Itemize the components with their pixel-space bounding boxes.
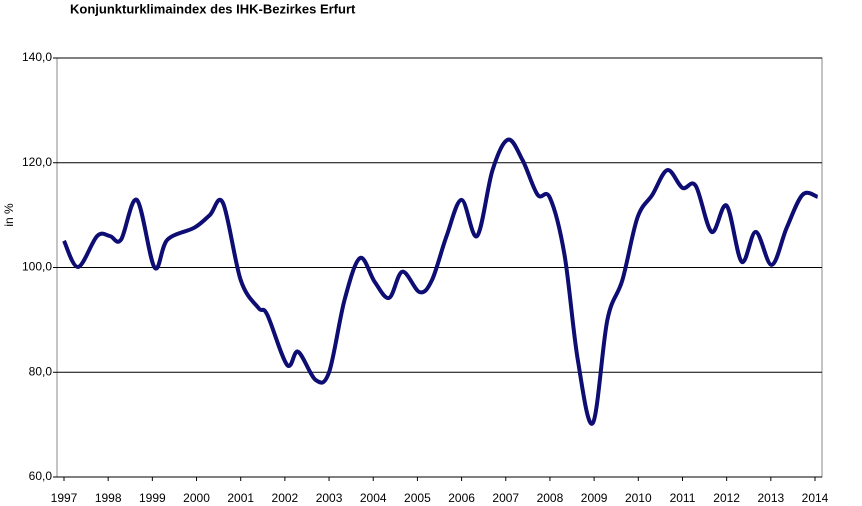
data-line xyxy=(62,137,819,426)
x-tick-label: 2008 xyxy=(537,491,564,505)
x-tick-label: 2012 xyxy=(713,491,740,505)
x-tick-label: 2003 xyxy=(316,491,343,505)
x-tick-label: 2010 xyxy=(625,491,652,505)
x-tick-label: 2001 xyxy=(227,491,254,505)
x-tick-label: 2005 xyxy=(404,491,431,505)
y-tick-label: 120,0 xyxy=(22,155,52,169)
y-tick-label: 100,0 xyxy=(22,260,52,274)
x-tick-label: 2014 xyxy=(802,491,829,505)
x-tick-label: 1999 xyxy=(139,491,166,505)
x-tick-label: 2013 xyxy=(757,491,784,505)
x-tick-label: 2002 xyxy=(272,491,299,505)
y-tick-label: 80,0 xyxy=(29,364,53,378)
x-tick-label: 2000 xyxy=(183,491,210,505)
x-tick-label: 2006 xyxy=(448,491,475,505)
x-tick-label: 1998 xyxy=(95,491,122,505)
x-tick-label: 2009 xyxy=(581,491,608,505)
y-tick-label: 140,0 xyxy=(22,50,52,64)
x-tick-label: 2004 xyxy=(360,491,387,505)
chart-title: Konjunkturklimaindex des IHK-Bezirkes Er… xyxy=(70,1,356,16)
y-axis-label: in % xyxy=(2,203,16,227)
x-tick-label: 1997 xyxy=(51,491,78,505)
x-tick-label: 2007 xyxy=(492,491,519,505)
y-tick-label: 60,0 xyxy=(29,469,53,483)
x-tick-label: 2011 xyxy=(670,491,696,505)
